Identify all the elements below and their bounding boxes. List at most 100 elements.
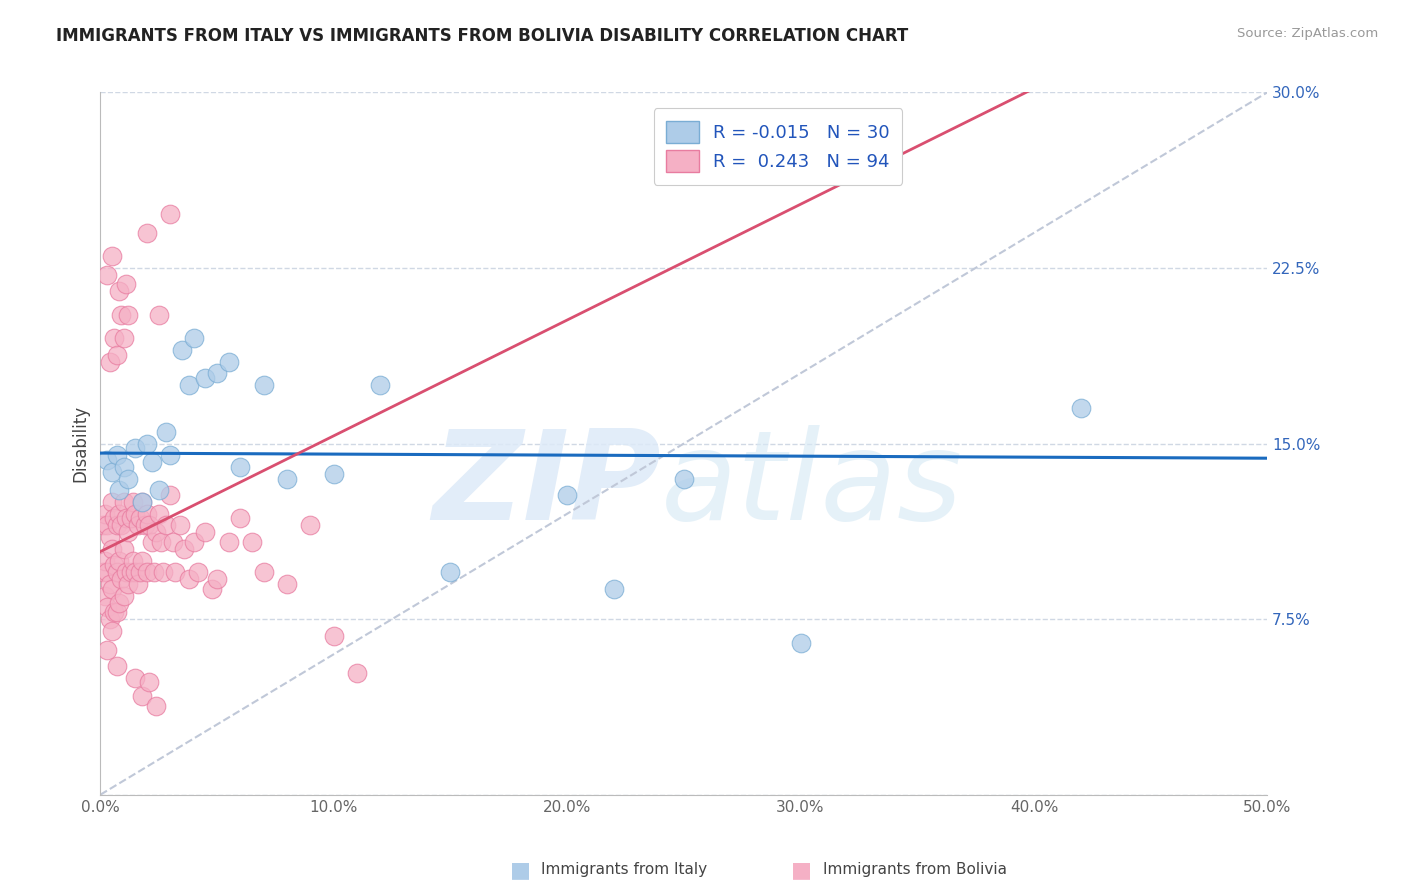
Point <box>115 511 138 525</box>
Point <box>101 541 124 556</box>
Point <box>155 425 177 439</box>
Point <box>789 635 811 649</box>
Point <box>110 572 132 586</box>
Point <box>276 577 298 591</box>
Point <box>124 507 146 521</box>
Point <box>150 534 173 549</box>
Point <box>177 572 200 586</box>
Point <box>177 378 200 392</box>
Point <box>136 226 159 240</box>
Point <box>370 378 392 392</box>
Point <box>148 483 170 498</box>
Point <box>555 488 578 502</box>
Point <box>117 525 139 540</box>
Point <box>101 465 124 479</box>
Point <box>108 553 131 567</box>
Point <box>1070 401 1092 416</box>
Point <box>131 495 153 509</box>
Point <box>98 612 121 626</box>
Point <box>141 534 163 549</box>
Point <box>103 331 125 345</box>
Point <box>96 642 118 657</box>
Point <box>108 507 131 521</box>
Point <box>112 541 135 556</box>
Point <box>131 553 153 567</box>
Point <box>127 577 149 591</box>
Point <box>603 582 626 596</box>
Point <box>183 534 205 549</box>
Point <box>115 566 138 580</box>
Point <box>138 518 160 533</box>
Point <box>134 518 156 533</box>
Point <box>145 525 167 540</box>
Point <box>108 285 131 299</box>
Point <box>101 495 124 509</box>
Point <box>173 541 195 556</box>
Point <box>124 441 146 455</box>
Point <box>148 507 170 521</box>
Point <box>117 577 139 591</box>
Text: ZIP: ZIP <box>432 425 661 546</box>
Point <box>112 589 135 603</box>
Point <box>117 472 139 486</box>
Point <box>136 436 159 450</box>
Point <box>229 459 252 474</box>
Point <box>169 518 191 533</box>
Point <box>194 525 217 540</box>
Point <box>94 553 117 567</box>
Point <box>162 534 184 549</box>
Point <box>94 589 117 603</box>
Text: Immigrants from Bolivia: Immigrants from Bolivia <box>823 863 1007 877</box>
Point <box>124 566 146 580</box>
Point <box>117 308 139 322</box>
Point <box>229 511 252 525</box>
Point <box>131 495 153 509</box>
Point <box>120 566 142 580</box>
Point <box>131 690 153 704</box>
Point <box>98 577 121 591</box>
Point <box>346 665 368 680</box>
Text: Source: ZipAtlas.com: Source: ZipAtlas.com <box>1237 27 1378 40</box>
Point <box>170 343 193 357</box>
Point <box>98 354 121 368</box>
Point <box>201 582 224 596</box>
Point <box>439 566 461 580</box>
Point <box>187 566 209 580</box>
Point <box>159 207 181 221</box>
Y-axis label: Disability: Disability <box>72 405 89 482</box>
Point <box>103 511 125 525</box>
Point <box>103 558 125 573</box>
Point <box>163 566 186 580</box>
Point <box>105 659 128 673</box>
Point <box>299 518 322 533</box>
Point <box>122 553 145 567</box>
Point <box>194 371 217 385</box>
Point <box>155 518 177 533</box>
Point <box>322 628 344 642</box>
Point <box>103 605 125 619</box>
Point <box>115 277 138 292</box>
Point <box>101 249 124 263</box>
Point <box>110 308 132 322</box>
Point <box>105 566 128 580</box>
Point <box>136 507 159 521</box>
Point <box>129 566 152 580</box>
Legend: R = -0.015   N = 30, R =  0.243   N = 94: R = -0.015 N = 30, R = 0.243 N = 94 <box>654 109 903 185</box>
Point <box>91 566 114 580</box>
Point <box>120 511 142 525</box>
Point <box>136 566 159 580</box>
Point <box>112 459 135 474</box>
Point <box>205 366 228 380</box>
Point <box>98 530 121 544</box>
Point <box>101 582 124 596</box>
Point <box>159 488 181 502</box>
Point <box>322 467 344 481</box>
Text: atlas: atlas <box>661 425 963 546</box>
Point <box>112 331 135 345</box>
Point <box>240 534 263 549</box>
Point <box>108 596 131 610</box>
Point <box>96 268 118 282</box>
Point <box>143 566 166 580</box>
Point <box>96 600 118 615</box>
Point <box>218 354 240 368</box>
